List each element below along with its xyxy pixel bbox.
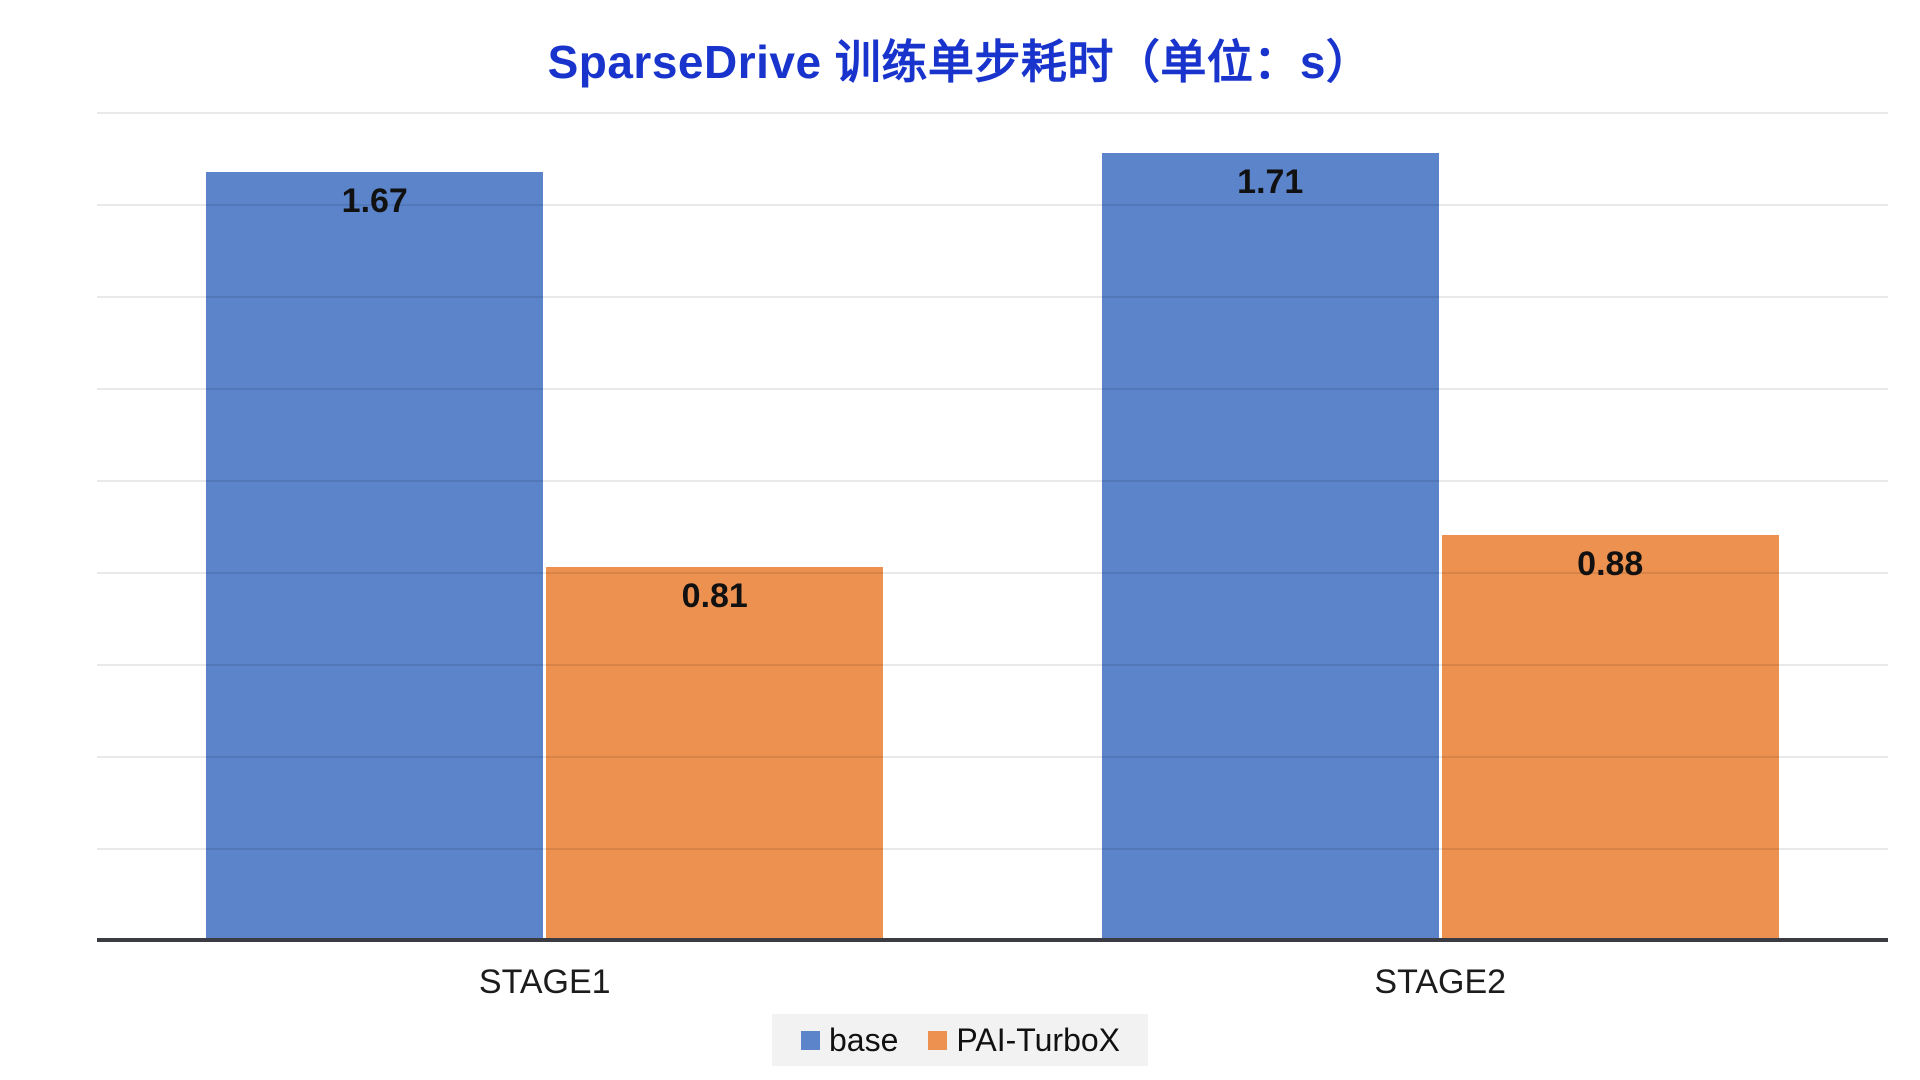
legend: base PAI-TurboX <box>772 1014 1148 1066</box>
gridline <box>97 756 1888 758</box>
legend-item-base: base <box>801 1022 898 1058</box>
bar-base-stage2 <box>1101 153 1439 940</box>
chart-title: SparseDrive 训练单步耗时（单位：s） <box>547 36 1373 88</box>
x-axis-label-stage1: STAGE1 <box>478 963 611 1001</box>
gridline <box>97 664 1888 666</box>
gridline <box>97 572 1888 574</box>
gridline <box>97 296 1888 298</box>
bar-value-label: 0.88 <box>1577 545 1644 583</box>
legend-swatch-pai-turbox <box>928 1030 948 1050</box>
x-axis-label-stage2: STAGE2 <box>1374 963 1507 1001</box>
legend-swatch-base <box>801 1030 820 1050</box>
bar-value-label: 1.67 <box>341 182 408 220</box>
gridline <box>97 388 1888 390</box>
gridline <box>97 112 1888 114</box>
bar-value-label: 0.81 <box>681 577 748 615</box>
legend-label-pai-turbox: PAI-TurboX <box>956 1022 1120 1058</box>
gridline <box>97 848 1888 850</box>
bar-pai-turbox-stage2 <box>1441 535 1779 940</box>
bar-pai-turbox-stage1 <box>546 567 884 940</box>
gridline <box>97 480 1888 482</box>
bar-value-label: 1.71 <box>1237 163 1304 201</box>
gridline <box>97 204 1888 206</box>
bar-base-stage1 <box>206 172 544 940</box>
x-axis-line <box>97 938 1888 942</box>
legend-label-base: base <box>829 1022 899 1058</box>
legend-item-pai-turbox: PAI-TurboX <box>928 1022 1120 1058</box>
